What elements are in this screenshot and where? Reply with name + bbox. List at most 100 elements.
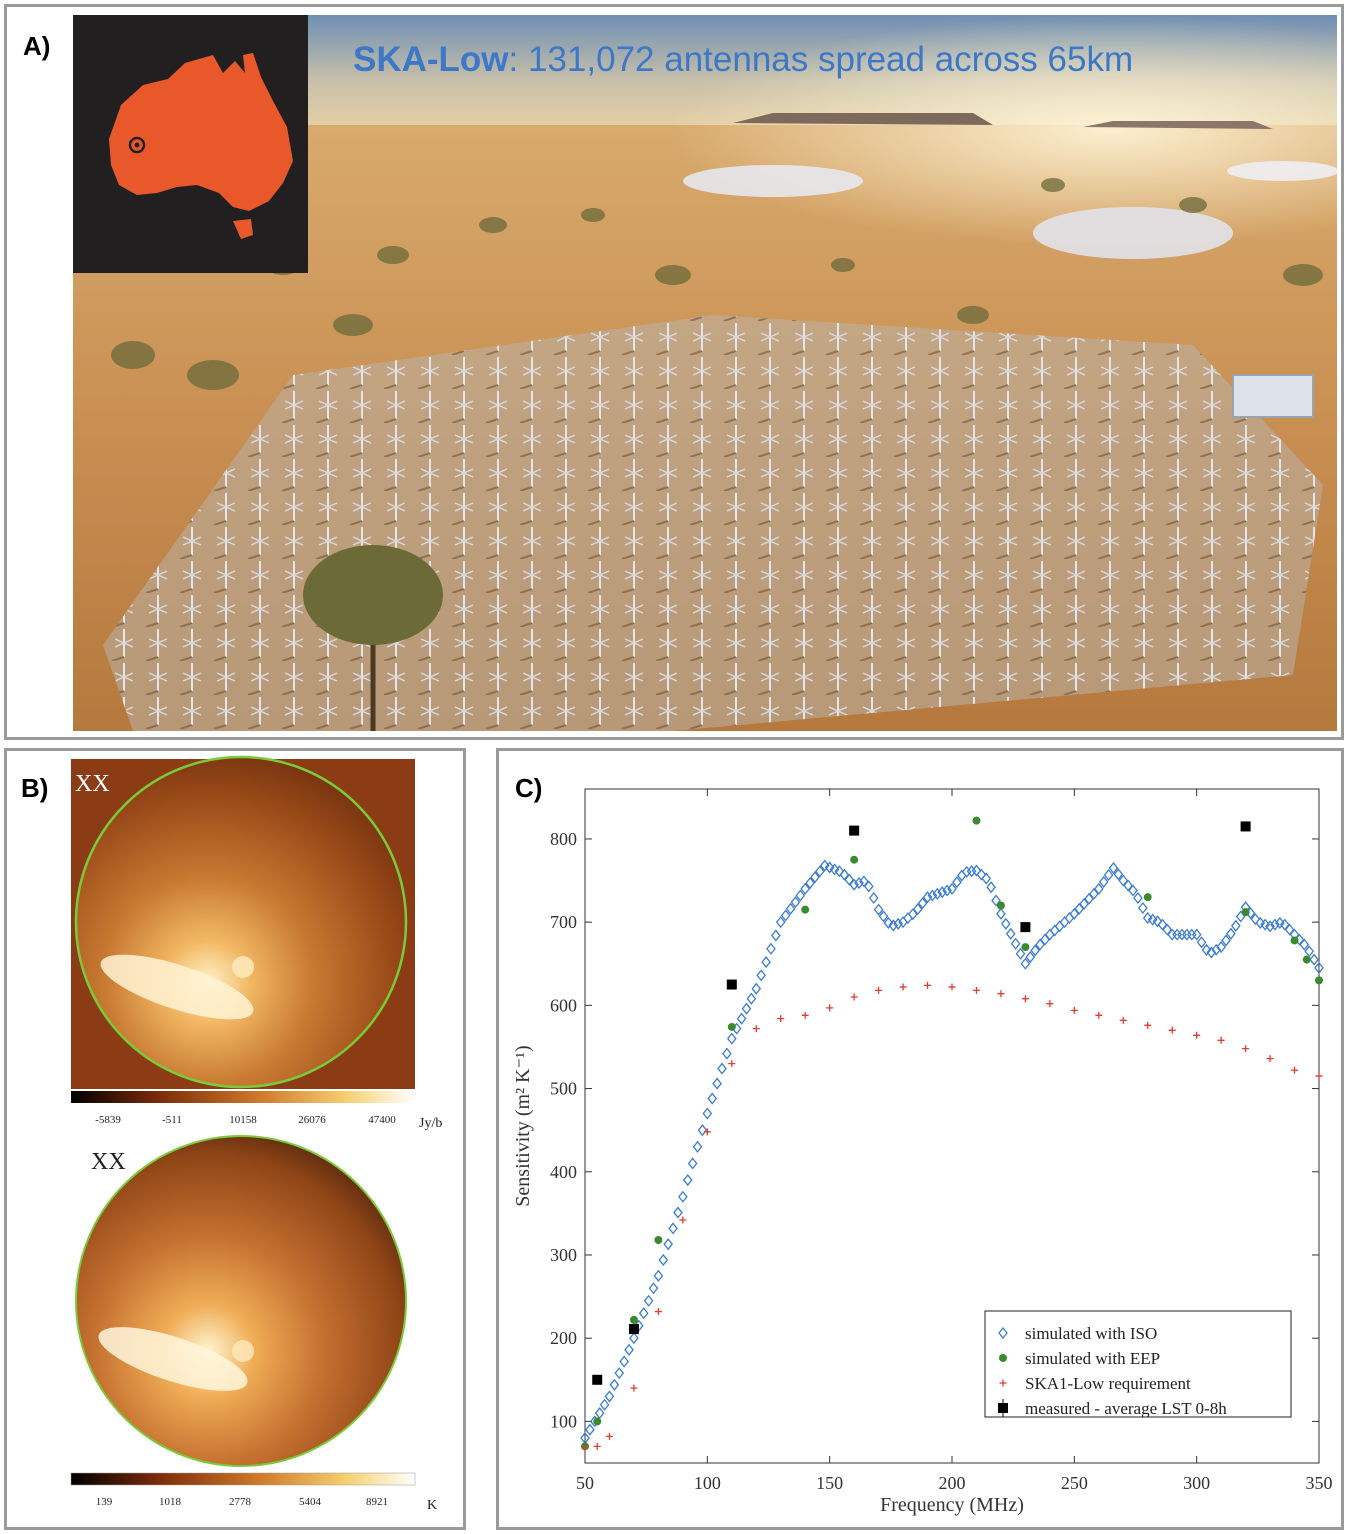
data-point [801, 1011, 809, 1019]
data-point [829, 863, 840, 876]
data-point [1193, 1031, 1201, 1039]
data-point [746, 992, 757, 1005]
series-1 [581, 816, 1323, 1451]
data-point [1314, 961, 1324, 974]
y-tick-label: 300 [550, 1245, 577, 1265]
data-point [673, 1206, 683, 1219]
data-point [947, 882, 957, 895]
data-point [1059, 916, 1070, 929]
data-point [1046, 1000, 1054, 1008]
data-point [638, 1307, 649, 1320]
cbar2-tick-1: 1018 [159, 1496, 182, 1508]
data-point [1182, 928, 1192, 941]
data-point [966, 865, 977, 878]
data-point [1123, 879, 1133, 892]
data-point [785, 902, 796, 915]
data-point [826, 1004, 834, 1012]
data-point [859, 875, 869, 888]
data-point [834, 865, 845, 878]
data-point [795, 889, 806, 902]
data-point [893, 917, 904, 930]
data-point [1103, 868, 1114, 882]
data-point [1279, 918, 1290, 931]
data-point [924, 981, 932, 989]
sky-maps: XX -5839 -511 10158 26076 47400 Jy/b XX … [70, 755, 442, 1513]
data-point [682, 1174, 693, 1187]
data-point [771, 929, 781, 942]
data-point [1015, 947, 1026, 960]
data-point [1119, 1016, 1127, 1024]
data-point [1266, 1055, 1274, 1063]
data-point [1005, 927, 1016, 940]
x-tick-label: 50 [576, 1473, 594, 1493]
data-point [1118, 874, 1129, 887]
sky-map-2 [76, 1136, 406, 1466]
data-point [997, 990, 1005, 998]
data-point [927, 889, 938, 902]
panel-b-label: B) [21, 773, 49, 803]
data-point [1084, 892, 1094, 905]
data-point [849, 878, 859, 891]
data-point [981, 872, 992, 885]
data-point [630, 1384, 638, 1392]
data-point [728, 1060, 736, 1068]
data-point [592, 1374, 603, 1385]
data-point [863, 880, 874, 893]
data-point [654, 1235, 663, 1244]
data-point [1217, 1036, 1225, 1044]
data-point [1172, 928, 1182, 941]
data-point [1201, 943, 1212, 956]
data-point [1315, 976, 1323, 985]
legend-label: SKA1-Low requirement [1025, 1374, 1191, 1393]
data-point [679, 1216, 687, 1224]
data-point [1162, 923, 1173, 936]
legend-box [984, 1310, 1292, 1418]
data-point [868, 891, 879, 905]
data-point [1265, 920, 1275, 933]
data-point [996, 907, 1006, 920]
data-point [1152, 915, 1163, 928]
data-point [741, 1002, 752, 1015]
data-point [678, 1190, 688, 1203]
data-point [1291, 1066, 1299, 1074]
data-point [726, 979, 737, 990]
data-point [888, 919, 899, 932]
data-point [766, 942, 776, 955]
data-point [1260, 918, 1271, 931]
data-point [996, 901, 1005, 910]
data-point [917, 897, 928, 910]
data-point [594, 1407, 605, 1420]
data-point [736, 1012, 747, 1025]
data-point [756, 969, 766, 982]
data-point [903, 912, 913, 925]
y-tick-label: 600 [550, 995, 577, 1015]
data-point [1275, 916, 1285, 930]
data-point [932, 887, 943, 900]
data-point [912, 903, 923, 916]
data-point [1191, 928, 1202, 941]
data-point [972, 816, 981, 825]
data-point [668, 1222, 678, 1235]
series-2 [581, 981, 1323, 1452]
cbar2-tick-4: 8921 [366, 1496, 388, 1508]
data-point [1108, 862, 1119, 875]
data-point [1144, 1021, 1152, 1029]
data-point [1142, 911, 1153, 925]
data-point [790, 896, 801, 909]
data-point [629, 1332, 639, 1345]
data-point [878, 910, 889, 923]
y-tick-label: 800 [550, 829, 577, 849]
data-point [658, 1253, 669, 1267]
x-axis-label: Frequency (MHz) [880, 1494, 1024, 1516]
data-point [875, 986, 883, 994]
data-point [648, 1282, 659, 1295]
data-point [1216, 941, 1226, 954]
data-point [952, 876, 962, 889]
data-point [1095, 1011, 1103, 1019]
data-point [819, 859, 830, 872]
horizon-circle-1 [74, 755, 408, 1089]
cbar2-unit: K [427, 1498, 437, 1513]
ska-low-site-illustration: SKA-Low: 131,072 antennas spread across … [73, 15, 1337, 731]
data-point [1021, 995, 1029, 1003]
data-point [922, 891, 933, 904]
